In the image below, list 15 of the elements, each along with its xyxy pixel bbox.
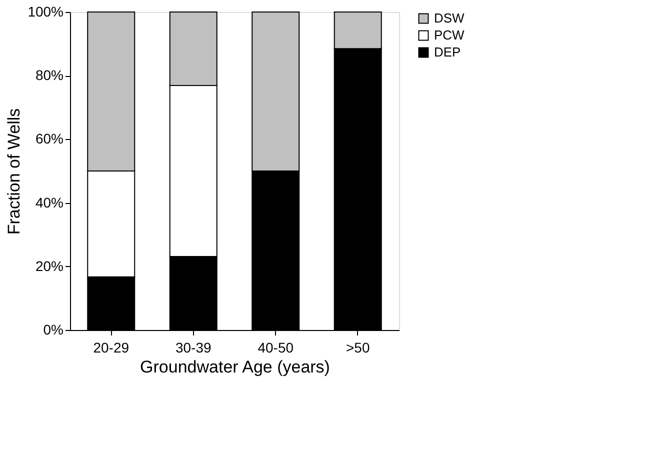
y-tick-label: 0%	[43, 322, 64, 338]
x-tick-label: 40-50	[258, 340, 294, 356]
x-tick-label: >50	[346, 340, 370, 356]
y-tick-label: 80%	[35, 67, 64, 84]
x-tick-label: 20-29	[93, 340, 130, 356]
y-tick-label: 20%	[35, 258, 64, 274]
legend-label: DEP	[434, 44, 461, 60]
x-tick-label: 30-39	[175, 340, 212, 356]
x-axis-title: Groundwater Age (years)	[140, 358, 330, 376]
y-axis-title: Fraction of Wells	[4, 108, 24, 235]
legend-label: PCW	[434, 28, 466, 42]
y-tick-label: 100%	[28, 4, 64, 20]
y-tick-label: 60%	[35, 130, 64, 147]
y-tick-label: 40%	[35, 194, 64, 210]
legend-label: DSW	[434, 10, 466, 26]
